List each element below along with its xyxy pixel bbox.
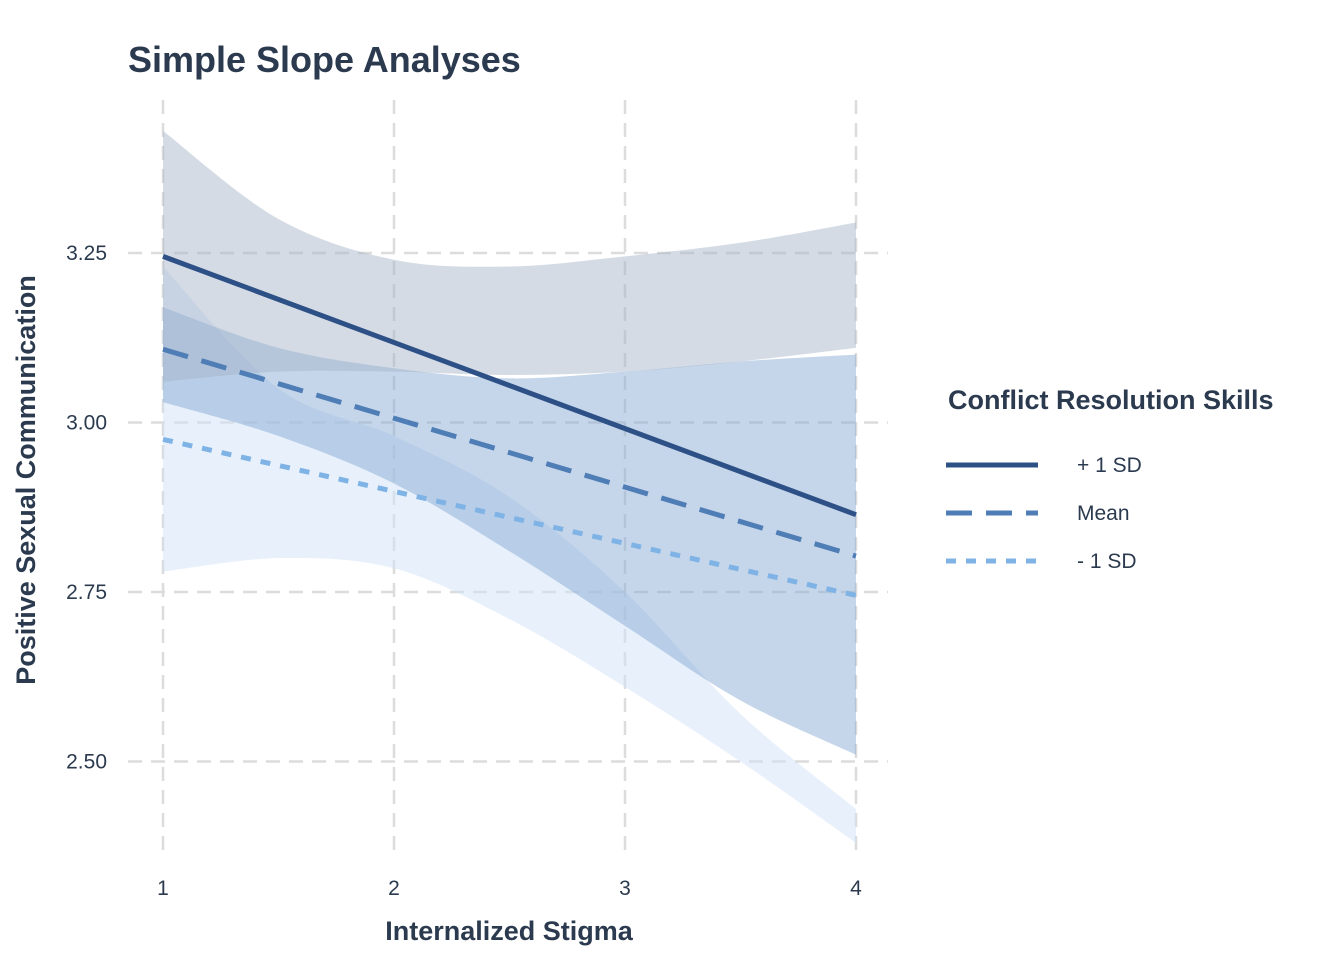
x-axis-title: Internalized Stigma	[385, 916, 634, 946]
axis-tick-labels: 1 2 3 4 2.50 2.75 3.00 3.25	[66, 242, 862, 900]
chart-title: Simple Slope Analyses	[128, 39, 521, 80]
legend-items: + 1 SD Mean - 1 SD	[946, 454, 1142, 573]
series-lines	[162, 254, 857, 598]
series-line-1	[162, 254, 857, 518]
y-tick-label-1: 2.50	[66, 751, 107, 774]
legend-label-3: - 1 SD	[1077, 550, 1137, 573]
confidence-band-1	[163, 130, 856, 382]
x-tick-label-2: 2	[388, 877, 400, 900]
confidence-band-2	[163, 307, 856, 755]
y-tick-label-4: 3.25	[66, 242, 107, 265]
y-axis-title: Positive Sexual Communication	[11, 275, 41, 685]
y-tick-label-2: 2.75	[66, 581, 107, 604]
x-tick-label-3: 3	[619, 877, 631, 900]
confidence-bands	[163, 130, 856, 843]
series-line-2	[162, 346, 857, 559]
legend-label-2: Mean	[1077, 502, 1130, 525]
legend-label-1: + 1 SD	[1077, 454, 1142, 477]
y-tick-label-3: 3.00	[66, 411, 107, 434]
legend-title: Conflict Resolution Skills	[948, 385, 1274, 415]
confidence-band-3	[163, 266, 856, 843]
x-tick-label-1: 1	[157, 877, 169, 900]
legend: Conflict Resolution Skills + 1 SD Mean - 1…	[946, 385, 1274, 573]
x-tick-label-4: 4	[850, 877, 862, 900]
